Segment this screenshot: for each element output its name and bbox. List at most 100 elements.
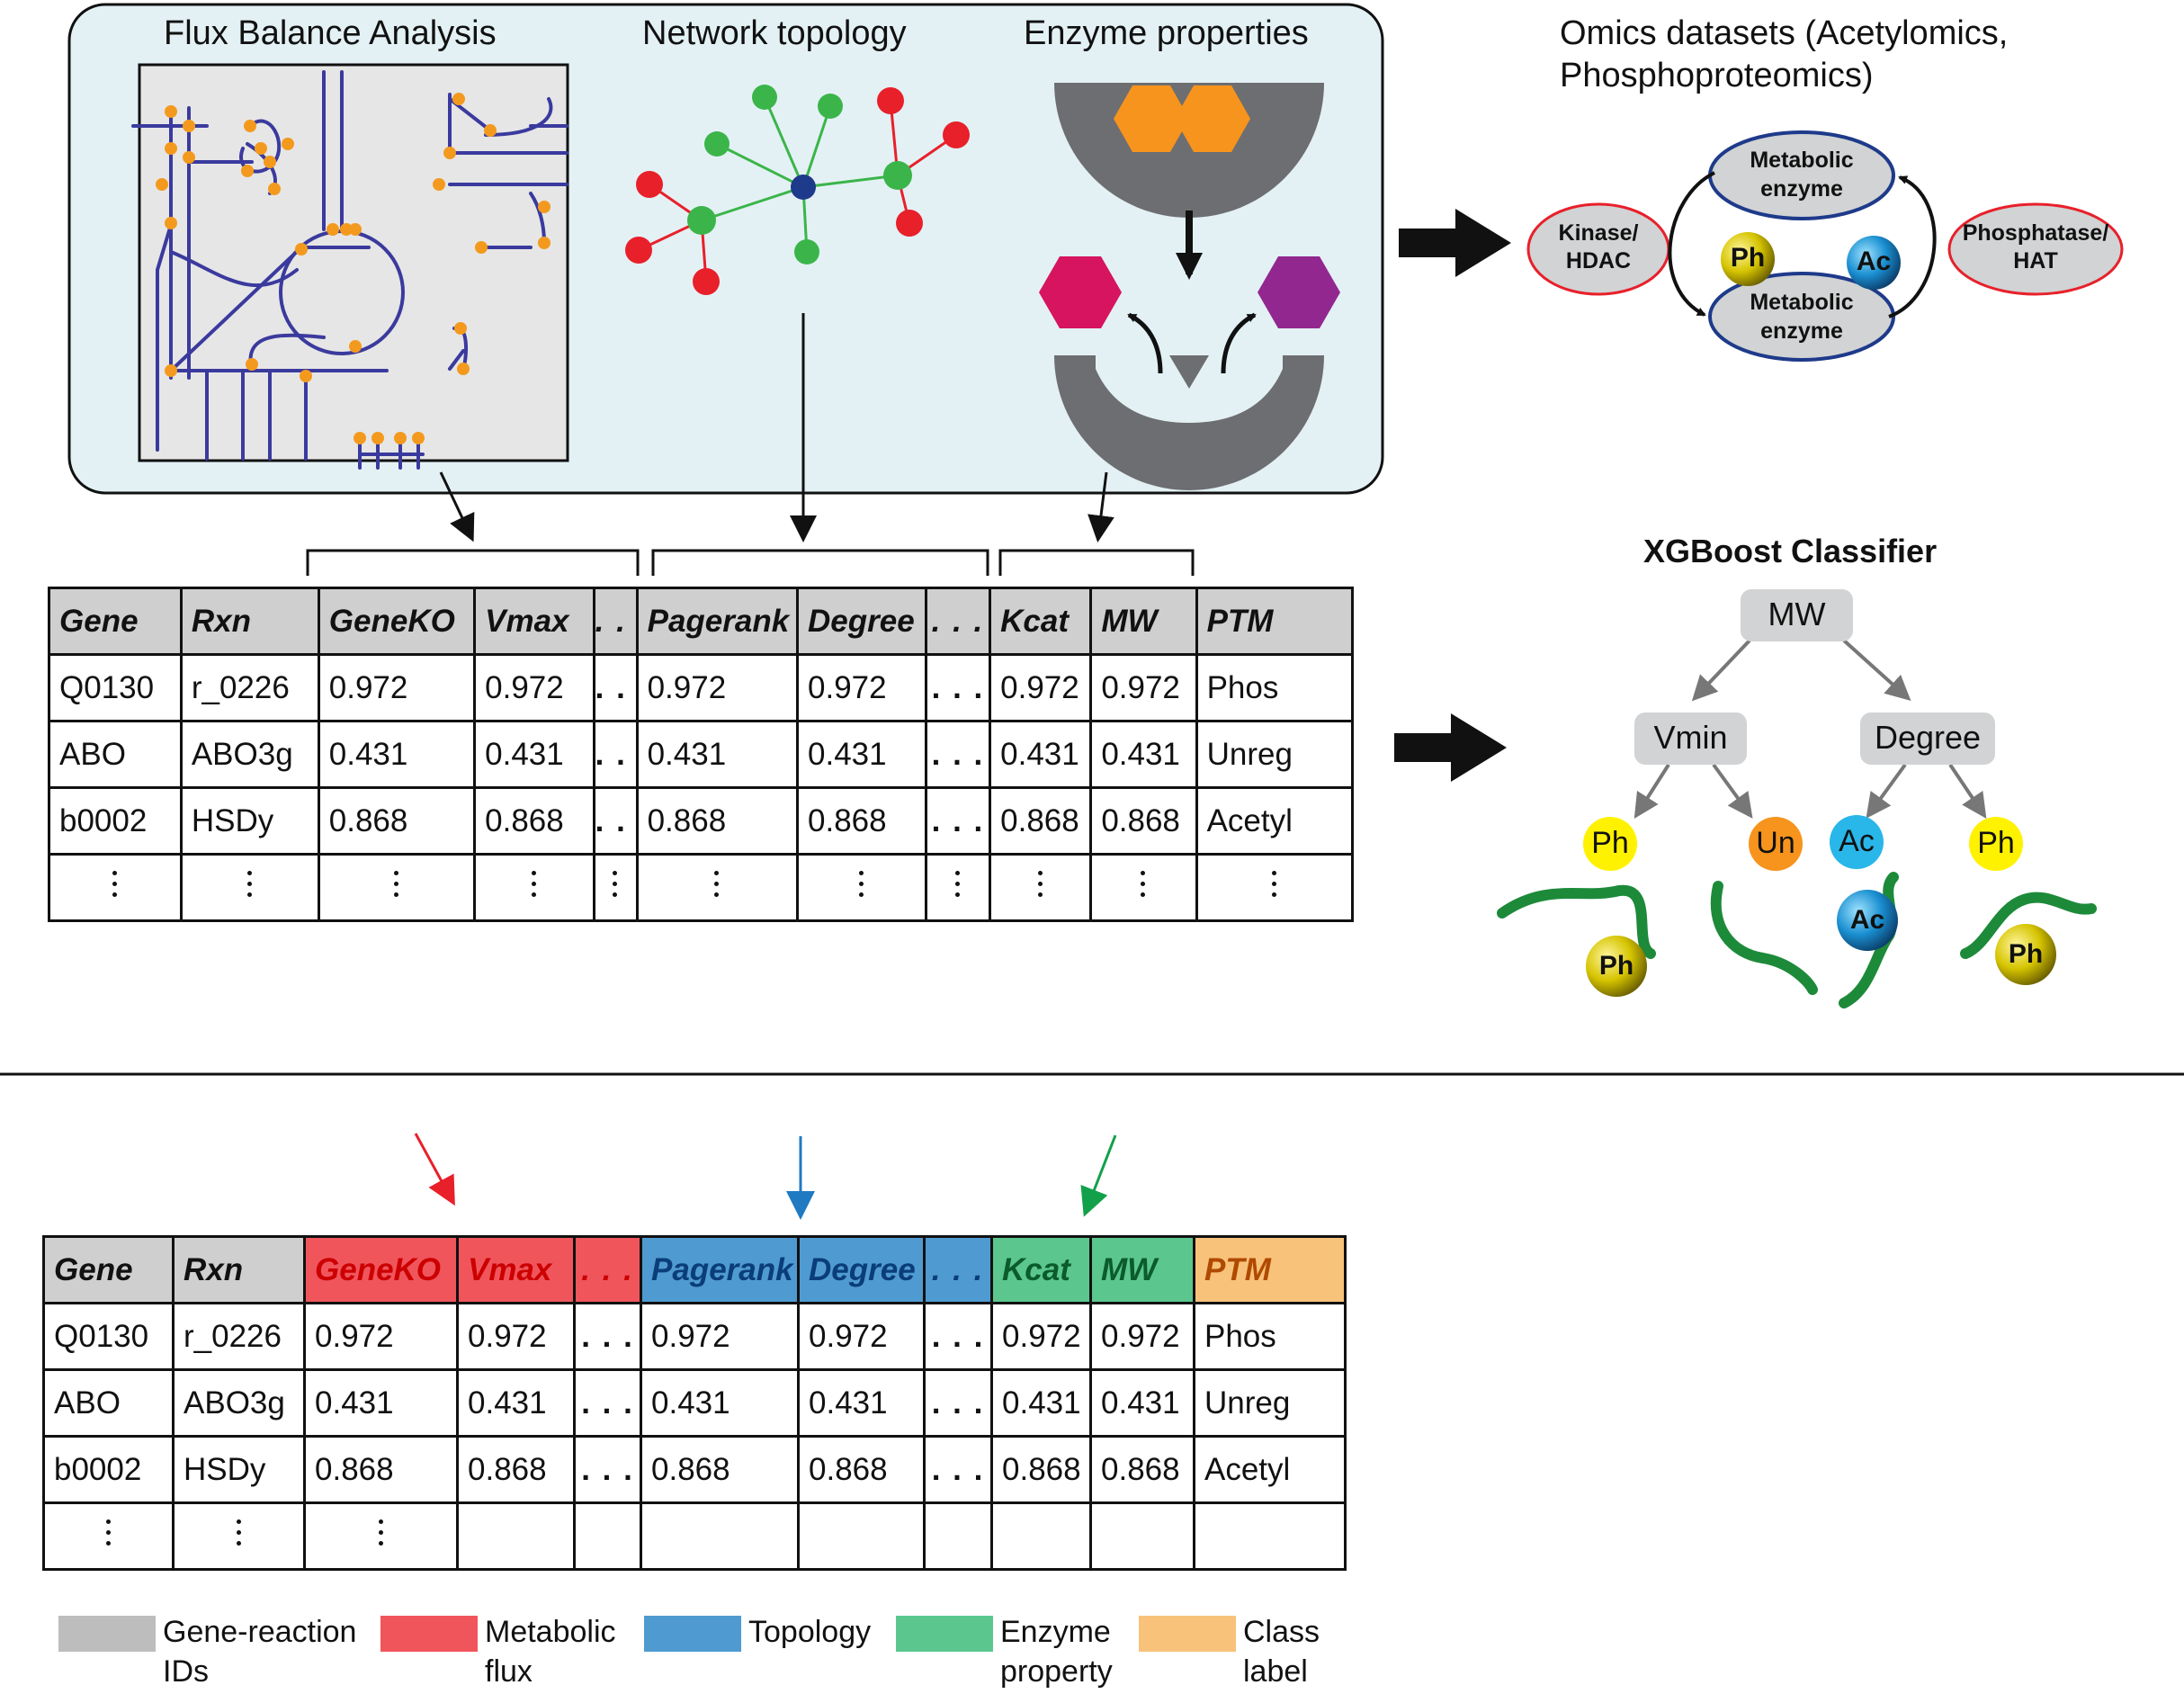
- table-cell: 0.868: [635, 786, 800, 856]
- tree-root-label: MW: [1768, 596, 1826, 632]
- table-cell: 0.431: [796, 720, 927, 789]
- metabolic-flux-arrow: [414, 1133, 455, 1206]
- header-cell: Kcat: [990, 1235, 1092, 1304]
- table-cell: . . .: [573, 1435, 642, 1504]
- acetyl-group-icon: [1837, 890, 1898, 951]
- table-cell: 0.431: [990, 1368, 1092, 1438]
- table-cell: 0.868: [317, 786, 477, 856]
- empty-cell: [990, 1501, 1092, 1571]
- feature-group-brackets: [306, 549, 1195, 576]
- table-cell: 0.431: [473, 720, 595, 789]
- protein-ph-label: Ph: [2008, 939, 2044, 969]
- empty-cell: [923, 1501, 993, 1571]
- table-cell: Acetyl: [1193, 1435, 1347, 1504]
- table-cell: HSDy: [179, 786, 320, 856]
- vertical-ellipsis: [592, 853, 639, 922]
- table-header-row: Gene Rxn GeneKO Vmax . . . Pagerank Degr…: [48, 587, 1355, 656]
- protein-ph-label: Ph: [1598, 951, 1634, 981]
- acetyl-group-icon: [1847, 236, 1901, 290]
- color-coded-feature-table: Gene Rxn GeneKO Vmax . . . Pagerank Degr…: [42, 1235, 1347, 1571]
- table-cell: 0.431: [303, 1368, 459, 1438]
- table-cell: 0.868: [797, 1435, 926, 1504]
- table-cell: 0.972: [990, 1302, 1092, 1371]
- table-cell: 0.431: [989, 720, 1093, 789]
- empty-cell: [456, 1501, 576, 1571]
- legend-label: Enzyme property: [1000, 1615, 1113, 1689]
- table-cell: r_0226: [172, 1302, 306, 1371]
- header-cell: Rxn: [172, 1235, 306, 1304]
- tree-right-label: Degree: [1874, 719, 1982, 756]
- empty-cell: [797, 1501, 926, 1571]
- leaf-label: Ph: [1977, 826, 2015, 860]
- table-cell: 0.972: [303, 1302, 459, 1371]
- legend-item-metabolic-flux: Metabolic flux: [380, 1612, 616, 1691]
- xgboost-tree-diagram: [1497, 589, 2097, 1008]
- vertical-ellipsis: [172, 1501, 306, 1571]
- table-cell: Phos: [1193, 1302, 1347, 1371]
- network-topology-title: Network topology: [642, 14, 907, 52]
- table-header-row: Gene Rxn GeneKO Vmax . . . Pagerank Degr…: [42, 1235, 1347, 1304]
- phosphate-group-icon: [1721, 232, 1775, 286]
- table-cell: 0.868: [303, 1435, 459, 1504]
- vertical-ellipsis: [989, 853, 1093, 922]
- empty-cell: [573, 1501, 642, 1571]
- phosphatase-hat-node: [1947, 202, 2124, 296]
- fba-title: Flux Balance Analysis: [164, 14, 497, 52]
- vertical-ellipsis: [473, 853, 595, 922]
- tree-split-node: [1860, 713, 1995, 765]
- fba-network-diagram: [131, 63, 569, 470]
- phosphatase-hat-label: Phosphatase/HAT: [1962, 220, 2109, 273]
- table-cell: 0.972: [640, 1302, 800, 1371]
- table-cell: Phos: [1195, 653, 1355, 722]
- network-topology-graph: [625, 85, 970, 295]
- vertical-ellipsis: [179, 853, 320, 922]
- table-cell: 0.868: [456, 1435, 576, 1504]
- metabolic-enzyme-bottom-label: Metabolic enzyme: [1750, 290, 1854, 344]
- vertical-ellipsis: [796, 853, 927, 922]
- legend-swatch: [380, 1616, 478, 1652]
- omics-title-line: Omics datasets (Acetylomics,: [1560, 14, 2009, 52]
- header-cell: GeneKO: [317, 587, 477, 656]
- empty-cell: [640, 1501, 800, 1571]
- header-cell: . . .: [573, 1235, 642, 1304]
- table-cell: 0.972: [456, 1302, 576, 1371]
- legend-item-class-label: Class label: [1139, 1612, 1320, 1691]
- feature-table: Gene Rxn GeneKO Vmax . . . Pagerank Degr…: [48, 587, 1355, 922]
- table-cell: 0.868: [796, 786, 927, 856]
- table-cell: 0.972: [1089, 1302, 1195, 1371]
- table-cell: 0.868: [990, 1435, 1092, 1504]
- table-row: b0002 HSDy 0.868 0.868 . . . 0.868 0.868…: [48, 786, 1355, 856]
- header-cell: Degree: [797, 1235, 926, 1304]
- legend-label: Metabolic flux: [485, 1615, 616, 1689]
- table-cell: 0.431: [317, 720, 477, 789]
- table-cell: 0.431: [1089, 1368, 1195, 1438]
- leaf-label: Un: [1756, 826, 1795, 860]
- header-cell: . . .: [923, 1235, 993, 1304]
- feature-extraction-arrows: [439, 313, 1114, 542]
- table-cell: 0.431: [1089, 720, 1198, 789]
- table-cell: 0.868: [989, 786, 1093, 856]
- legend-swatch: [896, 1616, 993, 1652]
- header-cell: PTM: [1195, 587, 1355, 656]
- table-row: ABO ABO3g 0.431 0.431 . . . 0.431 0.431 …: [42, 1368, 1347, 1438]
- legend-swatch: [644, 1616, 741, 1652]
- table-cell: . . .: [573, 1368, 642, 1438]
- tree-left-label: Vmin: [1653, 719, 1728, 756]
- table-cell: ABO3g: [172, 1368, 306, 1438]
- table-cell: . . .: [923, 1368, 993, 1438]
- table-cell: Q0130: [48, 653, 183, 722]
- table-cell: . . .: [924, 786, 992, 856]
- header-cell: Kcat: [989, 587, 1093, 656]
- kinase-hdac-label: Kinase/HDAC: [1558, 220, 1639, 273]
- empty-cell: [1089, 1501, 1195, 1571]
- legend-swatch: [58, 1616, 156, 1652]
- legend-label: Topology: [748, 1615, 872, 1649]
- table-cell: Unreg: [1193, 1368, 1347, 1438]
- product-hexagon: [1039, 256, 1122, 328]
- table-row: b0002 HSDy 0.868 0.868 . . . 0.868 0.868…: [42, 1435, 1347, 1504]
- phosphate-group-icon: [1995, 924, 2056, 985]
- table-cell: . . .: [573, 1302, 642, 1371]
- table-cell: Unreg: [1195, 720, 1355, 789]
- leaf-ph-node: [1583, 817, 1637, 871]
- header-cell: Rxn: [179, 587, 320, 656]
